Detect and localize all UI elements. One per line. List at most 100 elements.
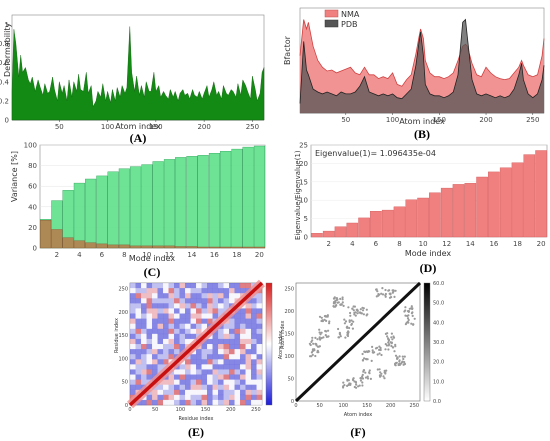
panel-f-contact-point	[411, 314, 414, 317]
panel-e-matrix-cell	[223, 359, 230, 365]
panel-e-matrix-cell	[130, 283, 136, 289]
panel-e-xtick-label: 150	[201, 407, 211, 413]
panel-e-matrix-cell	[135, 283, 142, 289]
panel-f-contact-point	[317, 351, 320, 354]
panel-e-matrix-cell	[174, 389, 180, 396]
panel-f-contact-point	[411, 307, 414, 311]
panel-e-matrix-cell	[256, 374, 263, 380]
panel-c-xtick-label: 6	[100, 251, 105, 259]
panel-f-contact-point	[379, 348, 382, 352]
panel-f-contact-point	[387, 341, 390, 344]
panel-e-diagonal	[128, 281, 264, 407]
panel-e-matrix-cell	[196, 283, 202, 289]
panel-e-matrix-cell	[207, 349, 213, 355]
panel-e-matrix-cell	[212, 359, 219, 365]
panel-e-matrix-cell	[212, 369, 219, 375]
panel-e-matrix-cell	[240, 338, 246, 345]
panel-e-matrix-cell	[168, 293, 175, 299]
panel-f-contact-point	[413, 317, 416, 320]
panel-e-matrix-cell	[185, 369, 191, 375]
panel-d-bar	[334, 226, 347, 238]
panel-c-bar-individual	[163, 245, 176, 249]
panel-e-matrix-cell	[245, 399, 252, 406]
panel-e-matrix-cell	[207, 288, 213, 294]
panel-e-matrix-cell	[163, 349, 169, 355]
panel-e-colorbar	[265, 282, 273, 406]
panel-f-contact-point	[383, 369, 386, 372]
panel-e-matrix-cell	[146, 399, 153, 406]
panel-c-xtick-label: 8	[122, 251, 126, 259]
panel-e-matrix-cell	[152, 369, 158, 375]
panel-f-contact-point	[391, 338, 394, 341]
panel-d-ytick-label: 15	[299, 178, 308, 186]
panel-c-ytick-label: 60	[28, 183, 37, 191]
panel-c-label: (C)	[144, 265, 161, 279]
panel-e-matrix-cell	[207, 298, 213, 304]
panel-e-matrix-cell	[185, 338, 191, 345]
panel-e-matrix-cell	[157, 293, 164, 299]
panel-e-ytick-label: 250	[118, 287, 128, 293]
panel-e-matrix-cell	[234, 369, 241, 375]
panel-e-matrix-cell	[152, 328, 158, 335]
panel-e-matrix-cell	[168, 399, 175, 406]
panel-f-contact-point	[384, 332, 387, 335]
panel-e-matrix-cell	[135, 313, 142, 319]
panel-e-matrix-cell	[130, 379, 136, 385]
panel-e-matrix-cell	[245, 318, 252, 324]
panel-e-matrix-cell	[229, 379, 235, 385]
panel-e-matrix-cell	[157, 333, 164, 340]
panel-e-matrix-cell	[240, 389, 246, 396]
panel-e-matrix-cell	[168, 328, 175, 335]
panel-e-matrix-cell	[163, 323, 169, 329]
panel-d-bar	[488, 171, 500, 238]
panel-f-contact-point	[353, 311, 356, 314]
panel-f-contact-point	[311, 336, 314, 339]
panel-f-contact-point	[394, 363, 397, 366]
panel-e-matrix-cell	[146, 333, 153, 340]
panel-e-ytick-label: 150	[118, 333, 128, 339]
panel-f-contact-point	[394, 361, 398, 365]
panel-e-matrix-cell	[240, 328, 246, 335]
panel-f-contact-point	[364, 376, 368, 379]
panel-d-eigenvalue-chart: 2 4 6 8 10 12 14 16 18 20 0 5 10 15 20 25 Eigenvalue/Ei…	[294, 142, 548, 275]
panel-d-xtick-label: 2	[326, 240, 330, 248]
panel-f-contact-point	[332, 305, 336, 308]
panel-e-matrix-cell	[201, 318, 208, 324]
panel-e-matrix-cell	[174, 379, 180, 385]
panel-d-xtick-label: 10	[419, 240, 428, 248]
panel-d-bar	[405, 199, 418, 238]
panel-e-matrix-cell	[135, 323, 142, 329]
panel-c-ylabel: Variance [%]	[10, 151, 19, 202]
panel-e-matrix-cell	[190, 333, 197, 340]
panel-e-matrix-cell	[179, 364, 186, 370]
panel-f-contact-point	[378, 352, 381, 355]
panel-f-contact-point	[404, 306, 407, 309]
panel-f-contact-point	[361, 381, 364, 384]
panel-e-matrix-cell	[196, 384, 202, 390]
panel-e-matrix-cell	[185, 313, 191, 319]
panel-e-matrix-cell	[130, 328, 136, 335]
panel-f-contact-point	[362, 369, 365, 372]
panel-e-matrix-cell	[130, 344, 136, 350]
panel-e-matrix-cell	[190, 384, 197, 390]
panel-e-matrix-cell	[223, 303, 230, 309]
panel-e-matrix-cell	[207, 283, 213, 289]
panel-d-ytick-label: 0	[304, 234, 308, 242]
panel-e-matrix-cell	[207, 399, 213, 406]
panel-f-contact-point	[334, 301, 337, 304]
panel-f-contact-point	[352, 309, 355, 312]
panel-e-matrix-cell	[152, 288, 158, 294]
panel-e-matrix-cell	[223, 328, 230, 335]
panel-e-matrix-cell	[190, 389, 197, 396]
panel-e-matrix-cell	[251, 369, 257, 375]
panel-e-matrix-cell	[240, 318, 246, 324]
panel-e-matrix-cell	[168, 313, 175, 319]
panel-f-contact-point	[324, 334, 327, 337]
panel-f-contact-point	[404, 314, 407, 317]
panel-e-matrix-cell	[185, 364, 191, 370]
panel-c-bar-individual	[130, 245, 142, 249]
panel-e-matrix-cell	[130, 369, 136, 375]
panel-f-contact-point	[337, 327, 340, 331]
panel-f-contact-point	[351, 327, 354, 330]
panel-d-bar	[523, 154, 536, 238]
